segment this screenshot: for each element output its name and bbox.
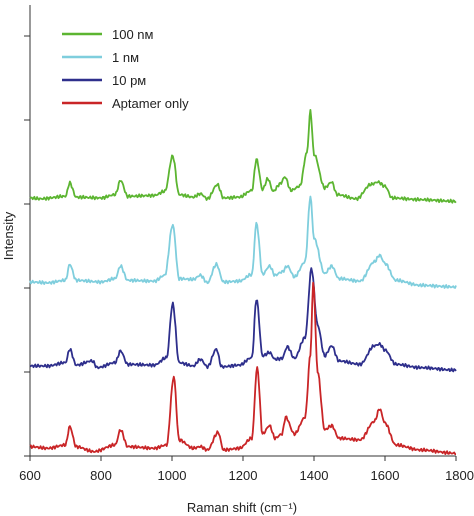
x-tick-label: 1400 [300, 468, 329, 483]
series-line-0 [29, 109, 457, 204]
x-tick-label: 800 [90, 468, 112, 483]
legend-label-3: Aptamer only [112, 96, 189, 111]
x-tick-label: 1600 [371, 468, 400, 483]
legend: 100 nᴍ 1 nᴍ 10 pᴍ Aptamer only [62, 27, 189, 111]
plot-frame [29, 5, 456, 457]
x-axis-label: Raman shift (cm⁻¹) [187, 500, 297, 515]
series-line-3 [29, 281, 456, 455]
legend-label-2: 10 pᴍ [112, 73, 146, 88]
x-tick-label: 600 [19, 468, 41, 483]
y-axis-ticks [24, 35, 30, 457]
legend-label-0: 100 nᴍ [112, 27, 154, 42]
legend-label-1: 1 nᴍ [112, 50, 139, 65]
y-axis-label: Intensity [1, 211, 16, 260]
x-tick-label: 1800 [445, 468, 474, 483]
series-line-2 [29, 267, 457, 373]
series-layer [29, 109, 457, 455]
x-tick-label: 1000 [158, 468, 187, 483]
series-line-1 [29, 195, 457, 289]
x-tick-label: 1200 [229, 468, 258, 483]
x-axis-ticks: 600 800 1000 1200 1400 1600 1800 [19, 456, 474, 483]
